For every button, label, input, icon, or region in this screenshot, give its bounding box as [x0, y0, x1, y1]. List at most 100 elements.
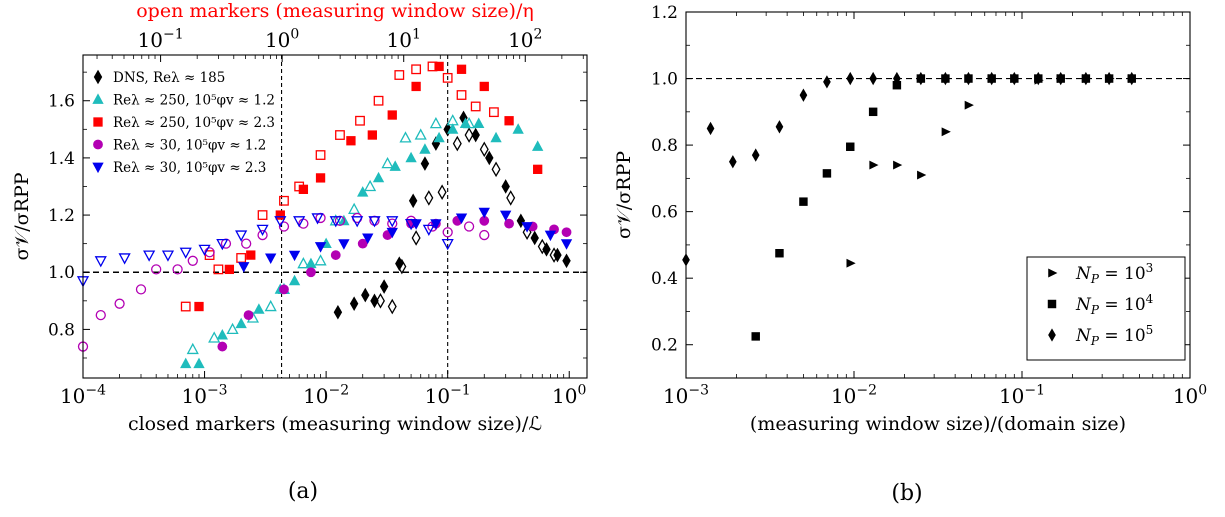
tick-exponent: −3: [688, 383, 709, 399]
legend-eq: = 10: [1099, 295, 1146, 315]
legend-label: NP = 103: [1075, 261, 1153, 286]
data-point: [893, 160, 903, 170]
data-point-open: [442, 227, 453, 238]
data-point: [917, 170, 927, 180]
data-point-closed: [238, 262, 250, 273]
data-point-open: [94, 256, 107, 268]
y-tick-label: 1.6: [48, 92, 75, 112]
y-tick-label: 0.6: [651, 203, 678, 223]
series-4: [76, 207, 573, 288]
data-point-open: [437, 184, 447, 201]
data-point-closed: [216, 329, 228, 340]
data-point-open: [399, 131, 412, 143]
tick-exponent: −4: [85, 383, 106, 399]
x-tick-label: 10−1: [999, 383, 1045, 408]
data-point: [822, 169, 832, 178]
tick-exponent: −2: [856, 383, 877, 399]
data-point: [846, 258, 856, 268]
tick-exponent: −1: [1024, 383, 1045, 399]
data-point: [823, 75, 831, 89]
data-point-open: [135, 284, 147, 295]
data-point-open: [186, 342, 199, 355]
data-point-open: [315, 150, 326, 160]
data-point-closed: [386, 227, 398, 239]
data-point-closed: [430, 219, 442, 230]
data-point-open: [411, 230, 421, 246]
data-point-closed: [338, 239, 350, 250]
tick-base: 10: [60, 384, 85, 408]
x-tick-label: 10−3: [182, 383, 228, 408]
data-point-open: [179, 247, 192, 259]
series-3: [77, 212, 572, 352]
data-point-open: [386, 216, 399, 228]
data-point-closed: [253, 303, 265, 314]
data-point-open: [114, 298, 125, 309]
data-point: [987, 71, 996, 86]
data-point: [1105, 71, 1113, 86]
data-point-closed: [471, 127, 480, 143]
data-point-open: [118, 253, 131, 265]
top-x-tick-label: 101: [387, 27, 421, 52]
data-point-closed: [224, 264, 235, 275]
data-point: [964, 71, 973, 86]
data-point-open: [241, 238, 252, 249]
data-point-closed: [387, 110, 397, 120]
legend-subscript: P: [1090, 303, 1100, 317]
y-tick-label: 1.4: [48, 149, 75, 169]
data-point: [869, 71, 877, 86]
data-point-open: [381, 157, 394, 169]
legend-marker: [92, 93, 104, 104]
top-x-tick-label: 102: [508, 27, 542, 52]
legend-exponent: 3: [1146, 261, 1154, 275]
legend-marker: [93, 117, 103, 127]
y-tick-label: 0.2: [651, 336, 678, 356]
legend-marker: [1048, 268, 1058, 278]
data-point-closed: [501, 179, 510, 194]
data-point-open: [187, 255, 198, 266]
y-tick-label: 1.2: [651, 3, 678, 23]
y-axis-label: σ𝒱/σRPP: [11, 172, 33, 260]
data-point-open: [479, 141, 489, 158]
plot-frame: [685, 11, 1191, 379]
x-tick-label: 10−2: [831, 383, 877, 408]
data-point-open: [452, 135, 462, 152]
data-point-open: [414, 128, 427, 140]
y-tick-label: 1.2: [48, 206, 75, 226]
data-point-open: [278, 221, 290, 232]
legend-var: N: [1075, 295, 1092, 315]
tick-exponent: −1: [450, 383, 471, 399]
data-point-open: [279, 195, 289, 206]
data-point: [1082, 71, 1090, 86]
data-point-open: [314, 254, 327, 266]
legend-marker: [1047, 299, 1057, 309]
data-point-closed: [434, 61, 444, 72]
data-point-closed: [420, 156, 430, 171]
data-point-closed: [478, 207, 490, 219]
data-point-closed: [298, 184, 309, 194]
data-point-closed: [490, 131, 502, 143]
tick-exponent: −1: [163, 27, 184, 43]
data-point: [706, 121, 715, 136]
panel-label: (a): [288, 479, 318, 504]
tick-exponent: 0: [290, 27, 299, 43]
data-point-open: [375, 293, 385, 309]
data-point-closed: [410, 219, 422, 230]
data-point-closed: [530, 230, 539, 246]
legend-label: NP = 104: [1075, 292, 1154, 317]
legend-marker: [93, 139, 103, 150]
data-point-open: [256, 224, 269, 236]
data-point: [728, 155, 737, 169]
tick-exponent: 1: [412, 27, 421, 43]
data-point-open: [411, 64, 422, 75]
data-point-open: [143, 250, 156, 262]
data-point: [1127, 71, 1136, 86]
data-point-closed: [193, 357, 205, 369]
tick-base: 10: [1173, 384, 1198, 408]
data-point-closed: [362, 233, 374, 245]
data-point-open: [537, 238, 547, 255]
x-tick-label: 10−3: [663, 383, 709, 408]
data-point-closed: [553, 247, 562, 263]
